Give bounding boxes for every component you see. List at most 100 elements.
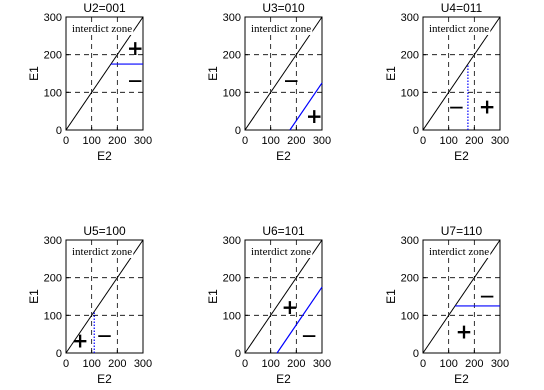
minus-marker: — (128, 73, 142, 89)
y-tick-label: 300 (401, 12, 419, 24)
y-tick-label: 100 (44, 310, 62, 322)
x-axis-label: E2 (276, 149, 291, 163)
x-tick-label: 300 (134, 135, 152, 147)
minus-marker: — (98, 328, 112, 344)
x-axis-label: E2 (97, 149, 112, 163)
subplot-1: U2=001 interdict zone 0 100 200 300 0 100 200 300… (27, 1, 152, 163)
x-tick-label: 0 (420, 358, 426, 370)
diagonal-line (65, 16, 144, 131)
x-tick-label: 300 (134, 358, 152, 370)
annotation-bg (71, 23, 134, 35)
plus-marker: + (456, 319, 473, 343)
subplot-5: U6=101 interdict zone 0 100 200 300 0 100 200 300… (206, 224, 331, 386)
axes-frame (65, 16, 144, 131)
y-tick-label: 300 (401, 235, 419, 247)
y-tick-label: 200 (44, 273, 62, 285)
y-tick-label: 100 (223, 310, 241, 322)
x-tick-label: 100 (439, 135, 457, 147)
x-axis-label: E2 (97, 372, 112, 386)
x-tick-label: 0 (63, 358, 69, 370)
x-tick-label: 200 (465, 358, 483, 370)
subplot-6: U7=110 interdict zone 0 100 200 300 0 100 200 300… (384, 224, 509, 386)
subplot-3: U4=011 interdict zone 0 100 200 300 0 100 200 300… (384, 1, 509, 163)
minus-marker: — (480, 289, 494, 305)
boundary-line (289, 82, 323, 131)
boundary-line (276, 286, 323, 354)
plus-marker: + (282, 295, 299, 319)
subplot-title: U2=001 (83, 1, 126, 15)
x-tick-label: 0 (242, 358, 248, 370)
y-tick-label: 0 (56, 348, 62, 360)
x-tick-label: 300 (491, 135, 509, 147)
x-tick-label: 100 (82, 358, 100, 370)
x-tick-label: 200 (287, 358, 305, 370)
minus-marker: — (302, 328, 316, 344)
subplot-title: U7=110 (441, 224, 483, 238)
plus-marker: + (127, 36, 144, 60)
y-tick-label: 300 (223, 235, 241, 247)
y-axis-label: E1 (206, 66, 220, 81)
y-axis-label: E1 (27, 66, 41, 81)
interdict-zone-label: interdict zone (72, 23, 132, 35)
x-tick-label: 200 (108, 135, 126, 147)
plus-marker: + (306, 104, 323, 128)
x-axis-label: E2 (454, 149, 469, 163)
annotation-bg (428, 246, 491, 258)
axes-frame (244, 239, 323, 354)
interdict-zone-label: interdict zone (72, 246, 132, 258)
y-tick-label: 100 (44, 87, 62, 99)
y-tick-label: 100 (401, 310, 419, 322)
x-tick-label: 0 (420, 135, 426, 147)
diagonal-line (244, 16, 323, 131)
y-tick-label: 200 (44, 50, 62, 62)
x-tick-label: 0 (242, 135, 248, 147)
y-tick-label: 200 (223, 50, 241, 62)
annotation-bg (71, 246, 134, 258)
axes-frame (422, 239, 501, 354)
y-tick-label: 200 (401, 273, 419, 285)
y-tick-label: 100 (223, 87, 241, 99)
interdict-zone-label: interdict zone (429, 246, 489, 258)
minus-marker: — (449, 99, 463, 115)
y-tick-label: 300 (44, 12, 62, 24)
annotation-bg (428, 23, 491, 35)
axes-frame (422, 16, 501, 131)
diagonal-line (422, 239, 501, 354)
plus-marker: + (479, 94, 496, 118)
x-tick-label: 200 (108, 358, 126, 370)
x-axis-label: E2 (276, 372, 291, 386)
x-tick-label: 0 (63, 135, 69, 147)
x-tick-label: 100 (261, 358, 279, 370)
y-axis-label: E1 (206, 289, 220, 304)
x-tick-label: 300 (491, 358, 509, 370)
axes-frame (244, 16, 323, 131)
x-tick-label: 100 (261, 135, 279, 147)
y-tick-label: 200 (401, 50, 419, 62)
x-tick-label: 200 (287, 135, 305, 147)
plus-marker: + (72, 329, 89, 353)
x-tick-label: 100 (82, 135, 100, 147)
subplot-title: U6=101 (262, 224, 305, 238)
subplot-title: U3=010 (262, 1, 305, 15)
subplot-2: U3=010 interdict zone 0 100 200 300 0 100 200 300… (206, 1, 331, 163)
diagonal-line (65, 239, 144, 354)
x-tick-label: 300 (313, 135, 331, 147)
diagonal-line (244, 239, 323, 354)
x-axis-label: E2 (454, 372, 469, 386)
x-tick-label: 300 (313, 358, 331, 370)
annotation-bg (250, 246, 313, 258)
subplot-4: U5=100 interdict zone 0 100 200 300 0 100 200 300… (27, 224, 152, 386)
y-tick-label: 300 (223, 12, 241, 24)
interdict-zone-label: interdict zone (251, 23, 311, 35)
y-tick-label: 200 (223, 273, 241, 285)
y-tick-label: 0 (413, 348, 419, 360)
y-tick-label: 0 (235, 125, 241, 137)
subplot-title: U4=011 (441, 1, 483, 15)
interdict-zone-label: interdict zone (251, 246, 311, 258)
y-axis-label: E1 (384, 289, 398, 304)
x-tick-label: 100 (439, 358, 457, 370)
diagonal-line (422, 16, 501, 131)
y-axis-label: E1 (384, 66, 398, 81)
